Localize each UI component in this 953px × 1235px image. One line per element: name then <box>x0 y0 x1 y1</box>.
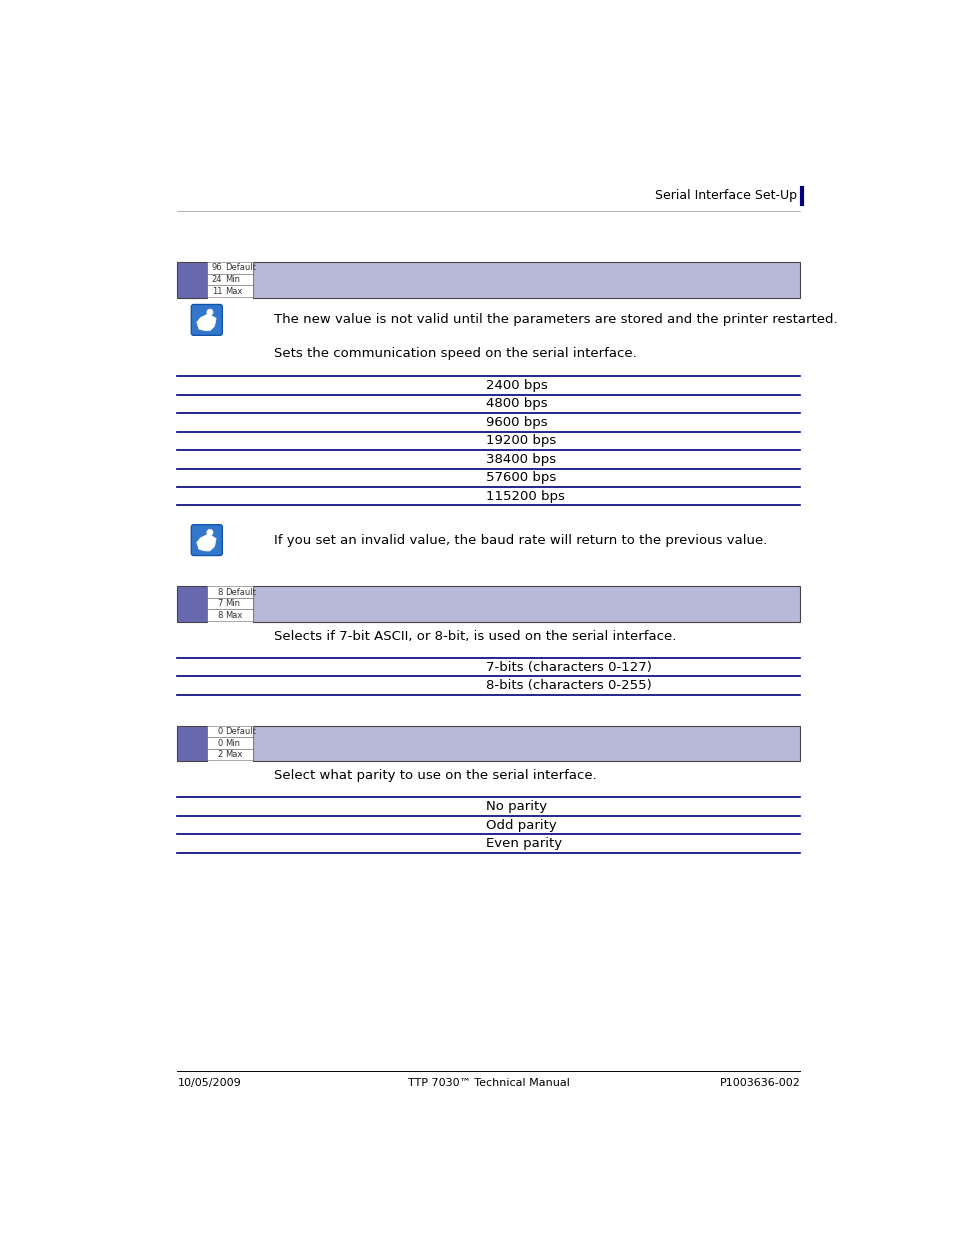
Text: 115200 bps: 115200 bps <box>485 490 564 503</box>
Text: Min: Min <box>225 275 240 284</box>
Bar <box>207 609 253 621</box>
Bar <box>207 274 253 285</box>
Text: Min: Min <box>225 739 240 747</box>
FancyBboxPatch shape <box>192 525 222 556</box>
Bar <box>207 737 253 748</box>
Text: P1003636-002: P1003636-002 <box>719 1078 800 1088</box>
Text: 9600 bps: 9600 bps <box>485 416 547 429</box>
Text: 57600 bps: 57600 bps <box>485 472 556 484</box>
Text: Selects if 7-bit ASCII, or 8-bit, is used on the serial interface.: Selects if 7-bit ASCII, or 8-bit, is use… <box>274 630 676 643</box>
Polygon shape <box>207 530 213 536</box>
Text: Max: Max <box>225 750 243 760</box>
Bar <box>207 262 253 274</box>
Text: 2: 2 <box>217 750 222 760</box>
Bar <box>177 587 207 621</box>
Text: No parity: No parity <box>485 800 546 813</box>
FancyBboxPatch shape <box>192 305 222 336</box>
Bar <box>177 262 207 298</box>
Text: 8-bits (characters 0-255): 8-bits (characters 0-255) <box>485 679 651 692</box>
Bar <box>207 726 253 737</box>
Text: Odd parity: Odd parity <box>485 819 556 831</box>
Bar <box>177 726 207 761</box>
Text: Max: Max <box>225 610 243 620</box>
Text: 0: 0 <box>217 727 222 736</box>
Bar <box>207 748 253 761</box>
Text: Sets the communication speed on the serial interface.: Sets the communication speed on the seri… <box>274 347 637 359</box>
Text: 2400 bps: 2400 bps <box>485 379 547 391</box>
Bar <box>253 262 800 298</box>
Text: Default: Default <box>225 263 256 273</box>
Text: 7: 7 <box>216 599 222 608</box>
Text: The new value is not valid until the parameters are stored and the printer resta: The new value is not valid until the par… <box>274 314 837 326</box>
Text: 24: 24 <box>212 275 222 284</box>
Bar <box>207 587 253 598</box>
Text: Default: Default <box>225 727 256 736</box>
Text: Max: Max <box>225 287 243 295</box>
Text: 19200 bps: 19200 bps <box>485 435 556 447</box>
Bar <box>207 285 253 296</box>
Text: Serial Interface Set-Up: Serial Interface Set-Up <box>654 189 796 203</box>
Polygon shape <box>207 309 213 315</box>
Text: 11: 11 <box>212 287 222 295</box>
Bar <box>253 587 800 621</box>
Bar <box>207 598 253 609</box>
Bar <box>253 726 800 761</box>
Text: 0: 0 <box>217 739 222 747</box>
Text: 8: 8 <box>216 610 222 620</box>
Text: Min: Min <box>225 599 240 608</box>
Polygon shape <box>196 534 216 551</box>
Text: 96: 96 <box>212 263 222 273</box>
Text: 7-bits (characters 0-127): 7-bits (characters 0-127) <box>485 661 651 673</box>
Text: 38400 bps: 38400 bps <box>485 453 556 466</box>
Text: Even parity: Even parity <box>485 837 561 850</box>
Text: TTP 7030™ Technical Manual: TTP 7030™ Technical Manual <box>408 1078 569 1088</box>
Text: 8: 8 <box>216 588 222 597</box>
Text: If you set an invalid value, the baud rate will return to the previous value.: If you set an invalid value, the baud ra… <box>274 534 767 547</box>
Text: 10/05/2009: 10/05/2009 <box>177 1078 241 1088</box>
Text: 4800 bps: 4800 bps <box>485 398 547 410</box>
Polygon shape <box>196 314 216 331</box>
Text: Default: Default <box>225 588 256 597</box>
Text: Select what parity to use on the serial interface.: Select what parity to use on the serial … <box>274 769 597 782</box>
